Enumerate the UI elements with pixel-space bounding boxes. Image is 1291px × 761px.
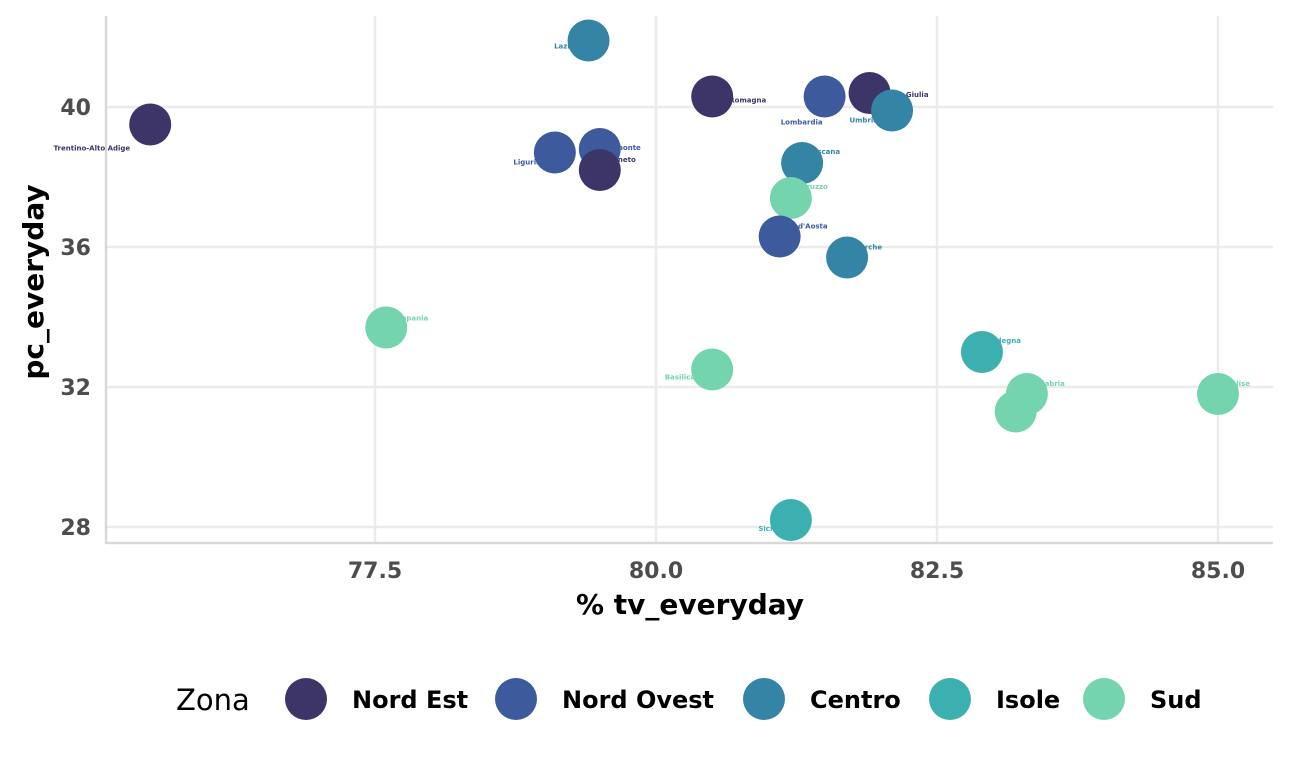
point-label: Toscana	[809, 148, 841, 156]
grid-lines	[106, 16, 1273, 543]
tick-labels: 77.5 80.0 82.5 85.0 28 32 36 40	[60, 96, 1245, 584]
data-point	[691, 348, 734, 391]
data-point	[533, 131, 576, 174]
legend-label: Centro	[810, 686, 901, 714]
y-tick-label: 28	[60, 516, 91, 541]
legend-label: Isole	[996, 686, 1060, 714]
data-point	[769, 177, 812, 219]
point-label: Emilia-Romagna	[702, 97, 766, 105]
data-point	[769, 499, 812, 541]
data-point	[567, 19, 610, 62]
point-label: Liguria	[513, 159, 541, 167]
point-label: Abruzzo	[796, 183, 828, 191]
point-label: Sicilia	[758, 525, 782, 533]
point-label: Trentino-Alto Adige	[54, 145, 131, 153]
legend-label: Sud	[1150, 686, 1202, 714]
data-point	[691, 75, 734, 118]
data-point	[994, 390, 1037, 433]
x-tick-label: 82.5	[910, 559, 964, 584]
data-points	[129, 19, 1239, 541]
data-point	[871, 89, 914, 132]
axis-lines	[104, 16, 1273, 545]
point-label: Umbria	[849, 117, 878, 125]
x-tick-label: 80.0	[629, 559, 683, 584]
data-point	[578, 149, 621, 191]
point-label: Basilicata	[665, 374, 704, 382]
y-axis-title: pc_everyday	[17, 184, 50, 379]
point-label: Marche	[853, 244, 882, 252]
data-point	[365, 306, 408, 349]
legend-key	[743, 678, 785, 720]
point-label: Lazio	[554, 43, 575, 51]
legend-key	[1083, 678, 1125, 720]
point-label: Valle d'Aosta	[776, 223, 828, 231]
point-label: Sardegna	[983, 337, 1021, 345]
legend-key	[495, 678, 537, 720]
point-label: Campania	[389, 315, 428, 323]
legend-key	[929, 678, 971, 720]
y-tick-label: 32	[60, 376, 91, 401]
point-label: Calabria	[1032, 380, 1065, 388]
data-point	[826, 236, 869, 279]
legend-key	[285, 678, 327, 720]
data-point	[960, 331, 1003, 373]
point-label: Lombardia	[781, 119, 823, 127]
data-point	[803, 75, 846, 118]
legend-label: Nord Est	[352, 686, 468, 714]
point-labels: Trentino-Alto Adige Lazio Emilia-Romagna Lo…	[54, 43, 1251, 534]
data-point	[758, 215, 801, 258]
legend-title: Zona	[176, 683, 250, 717]
legend: Zona Nord Est Nord Ovest Centro Isole Sud	[176, 678, 1202, 720]
data-point	[781, 142, 824, 184]
data-point	[1197, 373, 1239, 415]
y-tick-label: 36	[60, 236, 91, 261]
legend-label: Nord Ovest	[562, 686, 714, 714]
y-tick-label: 40	[60, 96, 91, 121]
point-label: Molise	[1225, 380, 1251, 388]
x-tick-label: 77.5	[348, 559, 402, 584]
x-tick-label: 85.0	[1191, 559, 1245, 584]
x-axis-title: % tv_everyday	[576, 588, 804, 621]
point-label: Veneto	[608, 156, 636, 164]
point-label: Piemonte	[603, 144, 641, 152]
data-point	[129, 103, 172, 146]
